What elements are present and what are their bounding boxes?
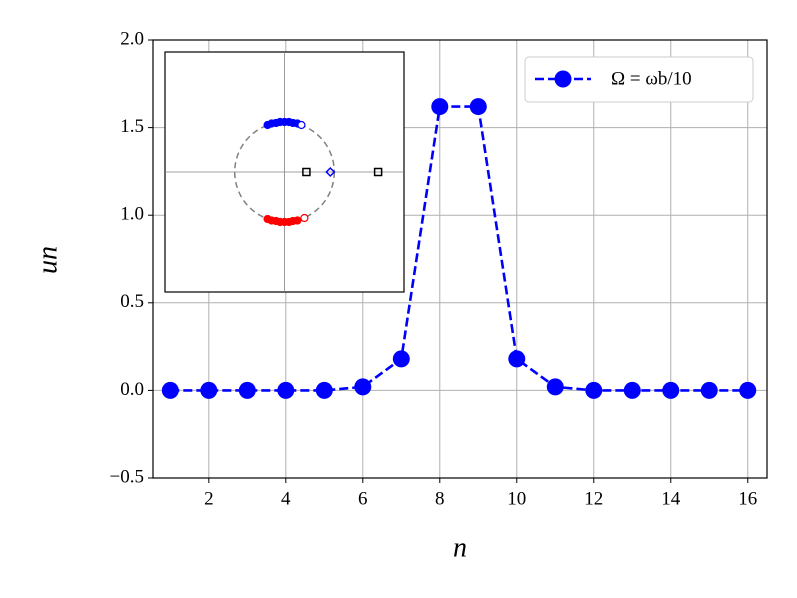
data-point bbox=[508, 350, 526, 368]
data-point bbox=[469, 98, 487, 116]
x-axis-label: n bbox=[453, 532, 467, 563]
x-tick-label: 16 bbox=[738, 488, 757, 509]
data-point bbox=[662, 381, 680, 399]
x-tick-label: 8 bbox=[435, 488, 445, 509]
data-point bbox=[161, 381, 179, 399]
x-tick-label: 14 bbox=[661, 488, 681, 509]
y-axis-label: un bbox=[32, 246, 63, 274]
data-point bbox=[392, 350, 410, 368]
x-tick-label: 12 bbox=[584, 488, 603, 509]
data-point bbox=[546, 378, 564, 396]
inset-point bbox=[300, 213, 309, 223]
data-point bbox=[315, 381, 333, 399]
data-point bbox=[238, 381, 256, 399]
series-line bbox=[170, 105, 748, 392]
data-point bbox=[623, 381, 641, 399]
data-point bbox=[739, 381, 757, 399]
data-point bbox=[277, 381, 295, 399]
data-point bbox=[700, 381, 718, 399]
x-tick-label: 10 bbox=[507, 488, 526, 509]
inset-point bbox=[293, 216, 302, 225]
legend-box bbox=[524, 56, 754, 103]
y-tick-label: 0.5 bbox=[120, 291, 144, 312]
y-tick-label: 1.5 bbox=[120, 116, 144, 137]
plot-frame bbox=[152, 39, 768, 479]
y-tick-label: 2.0 bbox=[120, 28, 144, 49]
inset-point bbox=[373, 167, 383, 177]
data-point bbox=[431, 98, 449, 116]
data-point bbox=[200, 381, 218, 399]
data-point bbox=[585, 381, 603, 399]
data-point bbox=[354, 378, 372, 396]
legend-label: Ω = ωb/10 bbox=[611, 68, 692, 89]
inset-point bbox=[325, 166, 336, 178]
legend-marker bbox=[554, 70, 572, 88]
inset-point bbox=[302, 167, 311, 177]
x-tick-label: 2 bbox=[204, 488, 214, 509]
y-tick-label: 0.0 bbox=[120, 379, 144, 400]
inset-point bbox=[297, 120, 306, 130]
y-tick-label: 1.0 bbox=[120, 204, 144, 225]
y-tick-label: −0.5 bbox=[110, 466, 144, 487]
x-tick-label: 6 bbox=[358, 488, 368, 509]
x-tick-label: 4 bbox=[281, 488, 291, 509]
